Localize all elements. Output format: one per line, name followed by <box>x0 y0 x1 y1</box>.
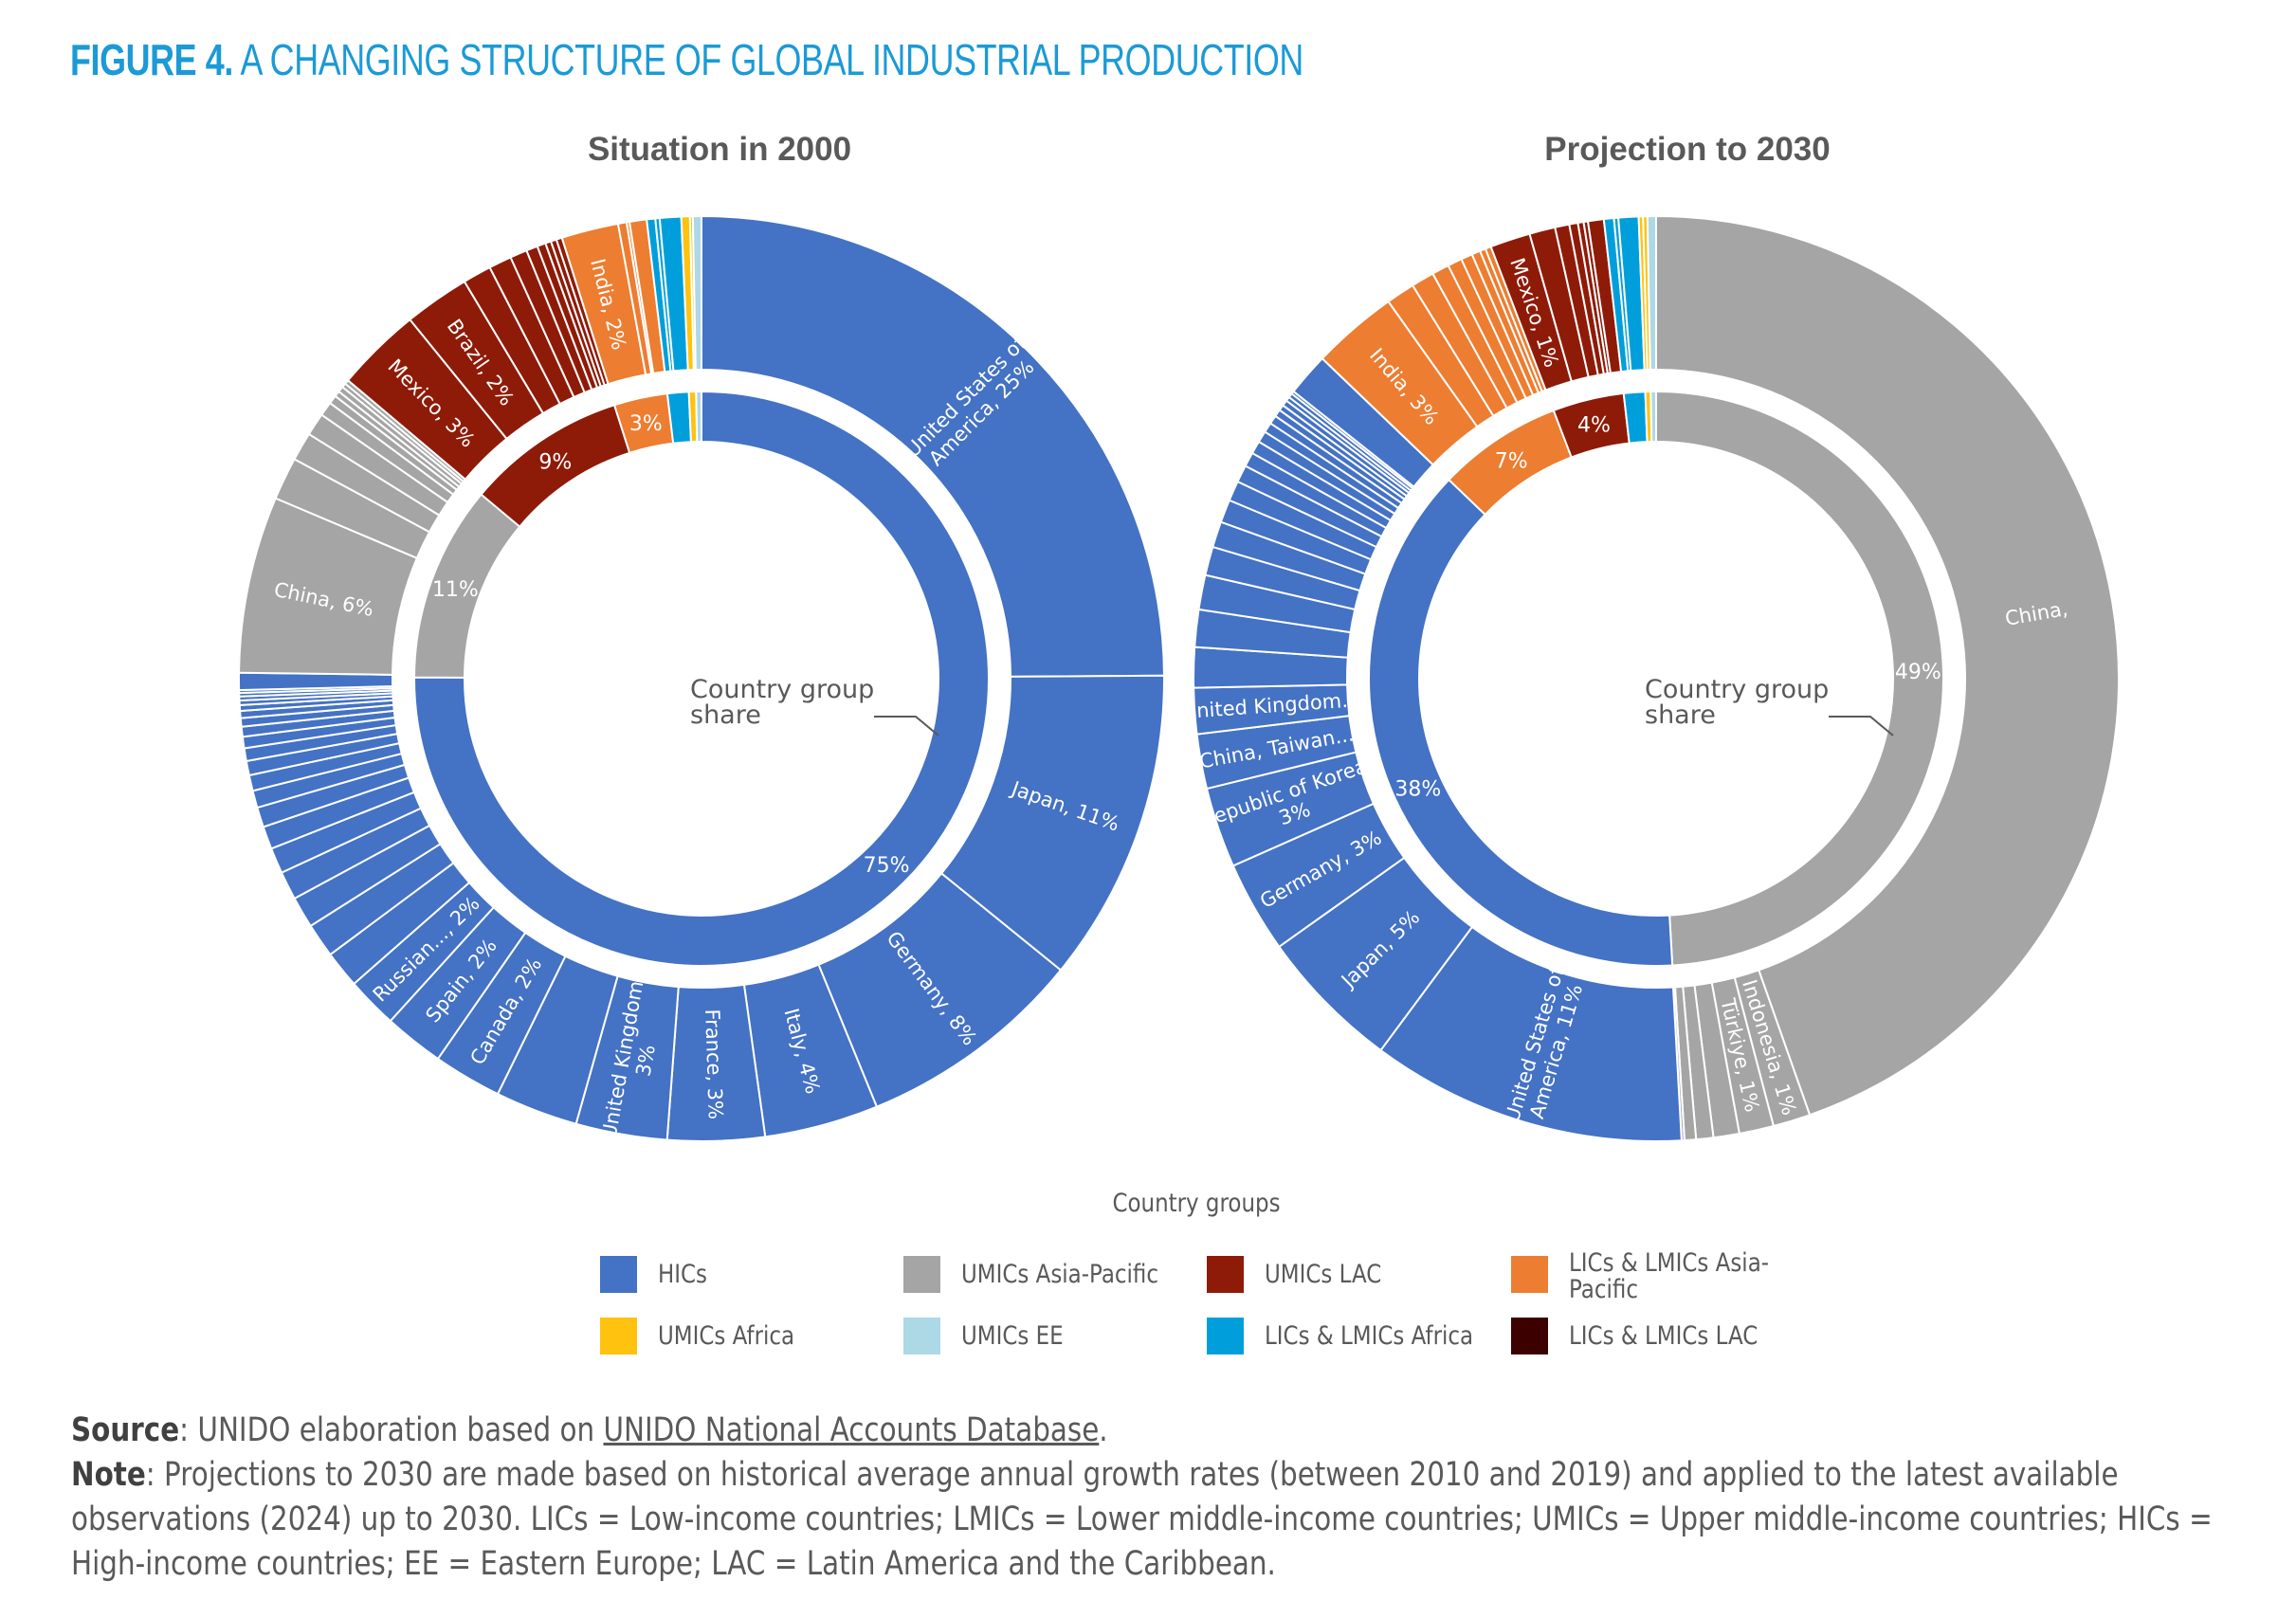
chart-title-2030: Projection to 2030 <box>1544 131 1831 168</box>
legend-swatch <box>903 1318 940 1355</box>
group-label: 3% <box>629 412 663 436</box>
legend-label: LICs & LMICs Asia-Pacific <box>1569 1248 1770 1304</box>
leader-line <box>1829 716 1894 736</box>
chart-title-2000: Situation in 2000 <box>587 131 852 168</box>
legend-swatch <box>1207 1318 1244 1355</box>
source-line: Source: UNIDO elaboration based on UNIDO… <box>71 1409 2221 1453</box>
figure-title-text: A CHANGING STRUCTURE OF GLOBAL INDUSTRIA… <box>240 35 1304 84</box>
legend-swatch <box>600 1256 637 1293</box>
figure-title: FIGURE 4. A CHANGING STRUCTURE OF GLOBAL… <box>70 34 1303 85</box>
sunburst-0: 75%United States ofAmerica, 25%Japan, 11… <box>238 214 1165 1142</box>
legend-label: LICs & LMICs LAC <box>1569 1321 1758 1351</box>
legend-item: UMICs EE <box>903 1318 1217 1355</box>
legend-label: UMICs Asia-Pacific <box>961 1260 1158 1289</box>
sunburst-1: 49%China,Indonesia, 1%Türkiye, 1%38%Unit… <box>1181 214 2121 1142</box>
group-label: 38% <box>1394 778 1441 802</box>
legend-swatch <box>1511 1256 1548 1293</box>
legend-swatch <box>600 1318 637 1355</box>
country-slice[interactable] <box>691 214 702 372</box>
group-slice[interactable] <box>1649 390 1657 444</box>
center-label: Country group share <box>1645 675 1829 730</box>
legend-item: LICs & LMICs Africa <box>1207 1318 1521 1355</box>
source-end: . <box>1099 1411 1108 1449</box>
center-label: Country group share <box>690 675 874 730</box>
legend-title: Country groups <box>1112 1189 1281 1218</box>
legend-item: UMICs LAC <box>1207 1256 1521 1293</box>
source-label: Source <box>71 1411 180 1449</box>
country-label: France, 3% <box>701 1009 727 1119</box>
legend-swatch <box>1207 1256 1244 1293</box>
country-slice[interactable] <box>1655 214 2121 1117</box>
source-link[interactable]: UNIDO National Accounts Database <box>603 1411 1100 1449</box>
group-label: 4% <box>1577 413 1611 437</box>
legend-swatch <box>1511 1318 1548 1355</box>
group-label: 49% <box>1895 661 1941 684</box>
legend-label: HICs <box>658 1260 708 1289</box>
country-slice[interactable] <box>1646 214 1657 372</box>
figure-label: FIGURE 4. <box>70 35 233 84</box>
note-line: Note: Projections to 2030 are made based… <box>71 1453 2221 1587</box>
legend-item: UMICs Africa <box>600 1318 914 1355</box>
group-label: 9% <box>538 450 572 474</box>
legend-label: UMICs Africa <box>658 1321 795 1351</box>
leader-line <box>874 716 939 736</box>
legend-label: LICs & LMICs Africa <box>1265 1321 1474 1351</box>
legend-item: HICs <box>600 1256 914 1293</box>
legend-item: LICs & LMICs LAC <box>1511 1318 1825 1355</box>
sunburst-charts: 75%United States ofAmerica, 25%Japan, 11… <box>238 214 2121 1142</box>
group-label: 7% <box>1495 450 1528 474</box>
group-label: 75% <box>864 854 910 878</box>
group-slice[interactable] <box>695 390 702 444</box>
group-label: 11% <box>432 578 479 602</box>
footer: Source: UNIDO elaboration based on UNIDO… <box>71 1409 2221 1587</box>
legend-item: UMICs Asia-Pacific <box>903 1256 1217 1293</box>
note-text: : Projections to 2030 are made based on … <box>71 1456 2213 1583</box>
legend-swatch <box>903 1256 940 1293</box>
source-text: : UNIDO elaboration based on <box>179 1411 604 1449</box>
group-slice[interactable] <box>1655 390 1944 967</box>
legend-label: UMICs EE <box>961 1321 1064 1351</box>
country-slice[interactable] <box>701 214 1165 678</box>
note-label: Note <box>71 1456 146 1494</box>
legend-label: UMICs LAC <box>1265 1260 1382 1289</box>
legend-item: LICs & LMICs Asia-Pacific <box>1511 1250 1825 1303</box>
group-slice[interactable] <box>412 390 990 967</box>
